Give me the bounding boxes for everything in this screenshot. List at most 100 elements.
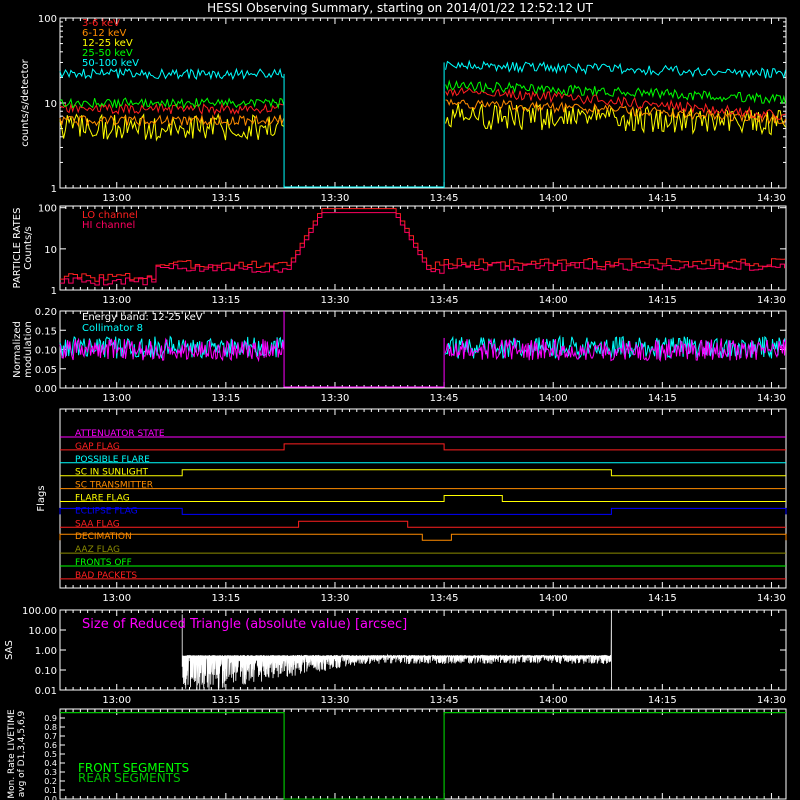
- annotation-collimator: Collimator 8: [82, 323, 143, 334]
- legend-entry: 3-6 keV: [82, 18, 120, 29]
- panel-border: [59, 205, 787, 291]
- legend-entry: LO channel: [82, 210, 138, 221]
- legend-entry: 12-25 keV: [82, 38, 133, 49]
- series-line: [59, 98, 787, 127]
- panel-border: [59, 708, 787, 800]
- x-tick-label: 13:00: [102, 193, 131, 204]
- y-axis-label-line: modulation: [23, 321, 34, 378]
- flag-label: SC IN SUNLIGHT: [75, 468, 149, 478]
- x-tick-label: 13:45: [430, 193, 459, 204]
- x-tick-label: 14:15: [648, 593, 677, 604]
- flag-line: [60, 469, 786, 477]
- flag-label: FRONTS OFF: [75, 558, 132, 568]
- x-tick-label: 13:00: [102, 393, 131, 404]
- flag-line: [60, 520, 786, 528]
- x-tick-label: 14:00: [539, 695, 568, 706]
- x-tick-label: 13:45: [430, 393, 459, 404]
- y-tick-label: 0.00: [35, 384, 57, 395]
- y-tick-label: 0.01: [35, 686, 57, 697]
- x-tick-label: 13:15: [211, 695, 240, 706]
- y-axis-label-line: Counts/s: [23, 226, 34, 270]
- legend-entry: FRONT SEGMENTS: [78, 761, 189, 775]
- flag-label: DECIMATION: [75, 532, 132, 542]
- x-tick-label: 13:00: [102, 593, 131, 604]
- y-tick-label: 0.2: [44, 777, 57, 786]
- panels: 13:00 13:15 13:30 13:45 14:00 14:15 14:30 1 10 10…: [4, 14, 787, 800]
- y-axis-label-line: Flags: [36, 485, 47, 511]
- y-tick-label: 0.9: [44, 714, 57, 723]
- x-tick-label: 14:30: [757, 295, 786, 306]
- series-line: [60, 712, 786, 800]
- y-tick-label: 10: [44, 245, 57, 256]
- x-tick-label: 13:45: [430, 593, 459, 604]
- x-tick-label: 13:30: [321, 193, 350, 204]
- x-tick-label: 14:15: [648, 295, 677, 306]
- y-tick-label: 0.10: [35, 346, 57, 357]
- sas-annotation: Size of Reduced Triangle (absolute value…: [82, 617, 407, 632]
- y-axis-label-line: avg of D1,3,4,5,6,9: [17, 710, 27, 797]
- panel-border: [59, 17, 787, 189]
- y-tick-label: 0.10: [35, 666, 57, 677]
- flag-label: ECLIPSE FLAG: [75, 506, 138, 516]
- legend-entry: 25-50 keV: [82, 48, 133, 59]
- x-tick-label: 13:15: [211, 593, 240, 604]
- y-tick-label: 0.3: [44, 768, 57, 777]
- plot-title: HESSI Observing Summary, starting on 201…: [207, 1, 593, 15]
- y-tick-label: 0.7: [44, 732, 57, 741]
- flag-line: [59, 507, 787, 515]
- series-line: [59, 59, 787, 81]
- x-tick-label: 14:15: [648, 393, 677, 404]
- y-axis-label-line: PARTICLE RATES: [12, 208, 23, 289]
- y-tick-label: 0.0: [44, 795, 57, 800]
- y-axis-label: SAS: [4, 640, 15, 660]
- panel-frame: 13:0013:1513:3013:4514:0014:1514:300.00.…: [7, 708, 787, 800]
- x-tick-label: 13:00: [102, 695, 131, 706]
- legend-entry: HI channel: [82, 220, 135, 231]
- panel-border: [59, 408, 787, 589]
- x-tick-label: 13:45: [430, 295, 459, 306]
- y-tick-label: 100: [38, 204, 57, 215]
- y-tick-label: 1: [51, 184, 57, 195]
- x-tick-label: 13:15: [211, 295, 240, 306]
- flag-label: POSSIBLE FLARE: [75, 455, 150, 465]
- y-tick-label: 0.6: [44, 741, 57, 750]
- y-axis-label: Mon. Rate LIVETIME avg of D1,3,4,5,6,9: [7, 709, 27, 799]
- panel-frame: 13:00 13:15 13:30 13:45 14:00 14:15 14:30 0.01 0…: [4, 606, 787, 706]
- flag-label: GAP FLAG: [75, 442, 120, 452]
- y-tick-label: 1.00: [35, 646, 57, 657]
- flag-label: FLARE FLAG: [75, 494, 130, 504]
- flag-label: AAZ FLAG: [75, 545, 120, 555]
- panel-frame: 13:00 13:15 13:30 13:45 14:00 14:15 14:30 1 10 10…: [20, 14, 787, 204]
- y-axis-label-line: SAS: [4, 640, 15, 660]
- series-line: [59, 103, 787, 142]
- x-tick-label: 14:00: [539, 193, 568, 204]
- series-line: [60, 712, 786, 800]
- y-tick-label: 10.00: [28, 626, 57, 637]
- x-tick-label: 13:30: [321, 393, 350, 404]
- y-tick-label: 0.1: [44, 786, 57, 795]
- x-tick-label: 14:30: [757, 695, 786, 706]
- y-tick-label: 0.4: [44, 759, 57, 768]
- series-line: [59, 87, 786, 120]
- panel-frame: 13:00 13:15 13:30 13:45 14:00 14:15 14:30 Flags…: [36, 408, 787, 604]
- x-tick-label: 13:45: [430, 695, 459, 706]
- legend-entry: REAR SEGMENTS: [78, 771, 181, 785]
- legend-entry: 50-100 keV: [82, 58, 139, 69]
- flag-line: [60, 443, 786, 451]
- y-tick-label: 100: [38, 14, 57, 25]
- y-axis-label-line: Mon. Rate LIVETIME: [7, 709, 17, 799]
- x-tick-label: 14:30: [757, 593, 786, 604]
- y-tick-label: 10: [44, 99, 57, 110]
- flag-label: SAA FLAG: [75, 519, 120, 529]
- flag-line: [60, 495, 786, 502]
- y-tick-label: 0.5: [44, 750, 57, 759]
- x-tick-label: 13:00: [102, 295, 131, 306]
- series-line: [59, 334, 787, 359]
- x-tick-label: 14:00: [539, 593, 568, 604]
- flag-label: BAD PACKETS: [75, 571, 137, 581]
- y-axis-label-line: counts/s/detector: [20, 58, 31, 146]
- y-tick-label: 0.8: [44, 723, 57, 732]
- x-tick-label: 14:30: [757, 193, 786, 204]
- x-tick-label: 13:30: [321, 295, 350, 306]
- series-line: [59, 337, 787, 363]
